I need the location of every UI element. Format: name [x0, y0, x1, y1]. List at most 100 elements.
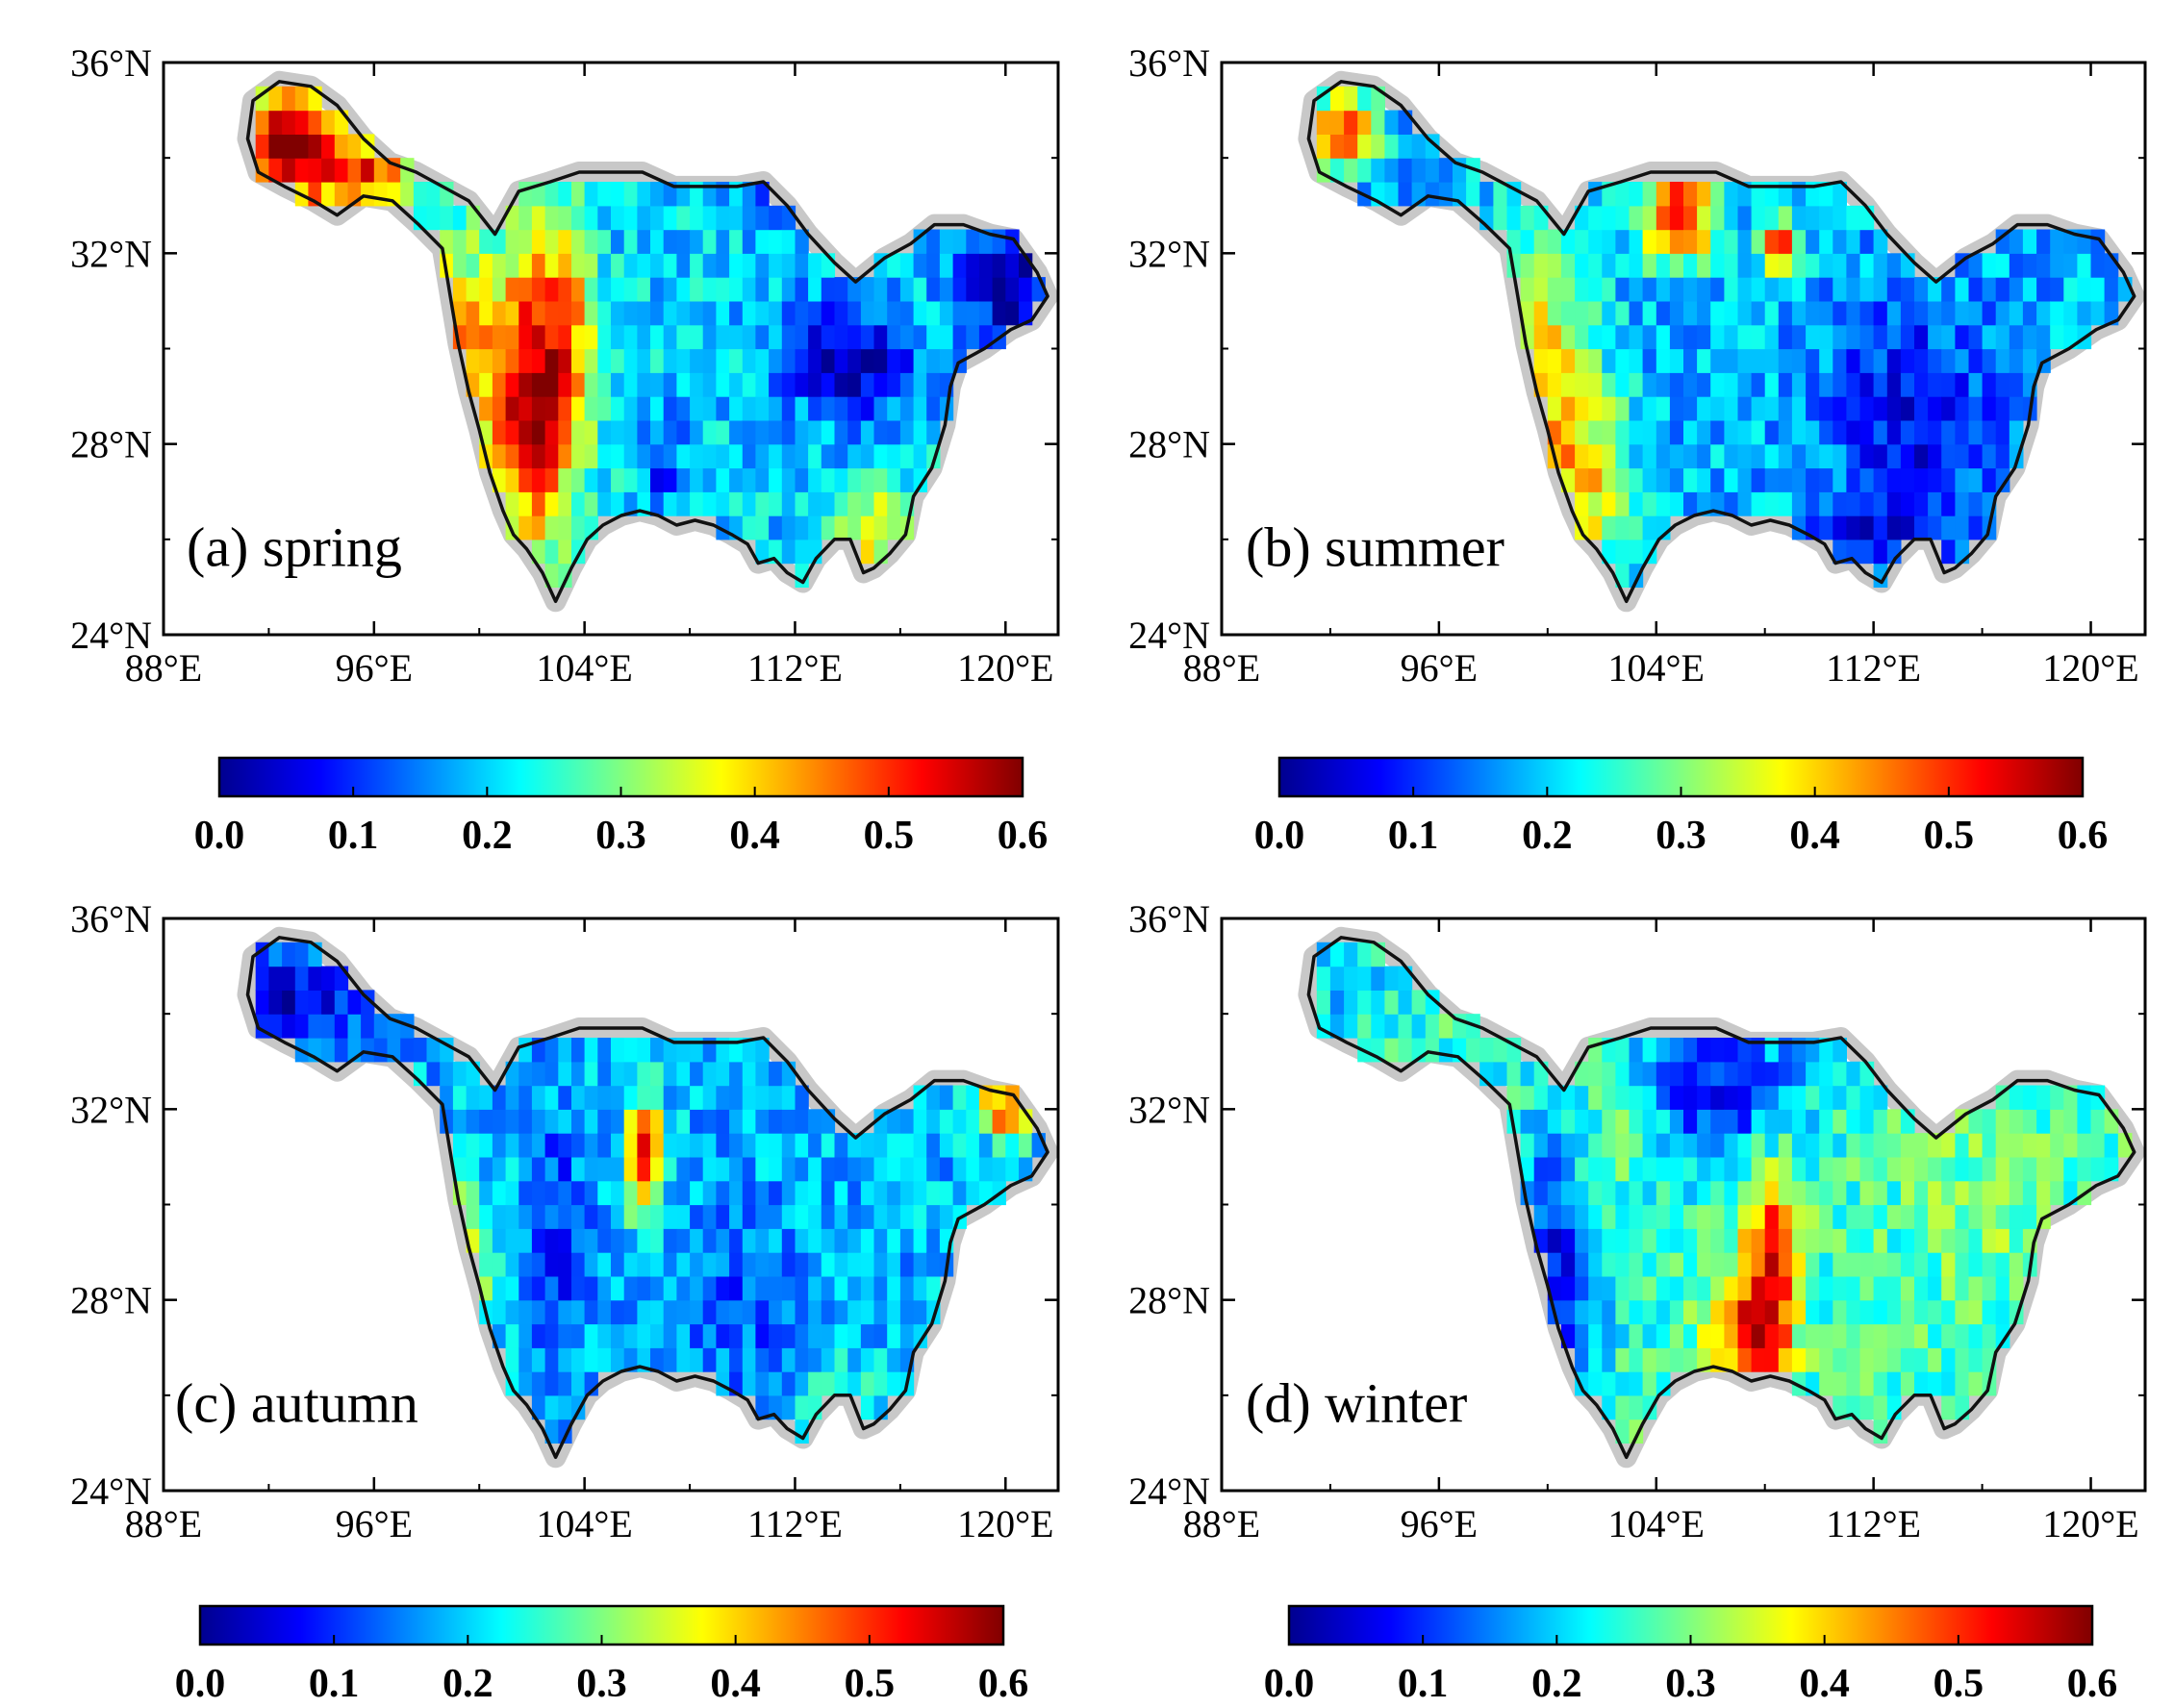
heatmap-cell: [1941, 348, 1956, 373]
y-tick-label: 32°N: [70, 232, 152, 275]
heatmap-cell: [939, 324, 954, 350]
heatmap-cell: [492, 324, 507, 350]
heatmap-cell: [479, 372, 493, 397]
heatmap-cell: [1710, 1085, 1725, 1110]
heatmap-cell: [1859, 1228, 1875, 1253]
heatmap-cell: [1968, 1347, 1984, 1372]
heatmap-cell: [518, 1038, 533, 1063]
heatmap-cell: [1575, 1228, 1589, 1253]
heatmap-cell: [2009, 1275, 2024, 1301]
heatmap-cell: [663, 1085, 677, 1110]
heatmap-cell: [1533, 253, 1549, 278]
heatmap-cell: [1724, 1109, 1739, 1134]
heatmap-cell: [2022, 300, 2037, 326]
heatmap-cell: [1846, 1180, 1861, 1206]
heatmap-cell: [1955, 467, 1970, 492]
heatmap-cell: [1547, 1156, 1562, 1182]
heatmap-cell: [518, 419, 533, 445]
heatmap-cell: [913, 1180, 927, 1206]
heatmap-cell: [1560, 253, 1576, 278]
heatmap-cell: [939, 1133, 954, 1158]
heatmap-cell: [492, 396, 507, 421]
heatmap-cell: [1791, 1323, 1807, 1348]
heatmap-cell: [571, 1323, 586, 1348]
heatmap-cell: [742, 443, 757, 469]
heatmap-cell: [2090, 1109, 2106, 1134]
heatmap-cell: [1575, 491, 1589, 516]
heatmap-cell: [716, 1371, 730, 1396]
heatmap-cell: [1615, 1228, 1630, 1253]
heatmap-cell: [939, 300, 954, 326]
heatmap-cell: [334, 1038, 349, 1063]
heatmap-cell: [899, 1299, 915, 1325]
heatmap-cell: [1791, 348, 1807, 373]
heatmap-cell: [808, 1323, 822, 1348]
heatmap-cell: [1520, 229, 1535, 254]
heatmap-cell: [795, 491, 809, 516]
heatmap-cell: [1384, 182, 1400, 207]
heatmap-cell: [584, 1347, 598, 1372]
heatmap-cell: [1819, 300, 1833, 326]
heatmap-cell: [584, 182, 598, 207]
heatmap-cell: [755, 1180, 770, 1206]
heatmap-cell: [2090, 1085, 2106, 1110]
heatmap-cell: [505, 1180, 519, 1206]
heatmap-cell: [1533, 348, 1549, 373]
heatmap-cell: [1629, 539, 1644, 565]
heatmap-cell: [1886, 1371, 1902, 1396]
heatmap-cell: [795, 1394, 809, 1420]
heatmap-cell: [1533, 324, 1549, 350]
heatmap-cell: [505, 253, 519, 278]
heatmap-cell: [1588, 277, 1603, 302]
heatmap-cell: [1737, 396, 1753, 421]
heatmap-cell: [1941, 1156, 1956, 1182]
heatmap-cell: [899, 396, 915, 421]
heatmap-cell: [1642, 1061, 1657, 1087]
heatmap-cell: [873, 396, 888, 421]
heatmap-cell: [992, 253, 1006, 278]
heatmap-cell: [1656, 253, 1671, 278]
heatmap-cell: [966, 253, 980, 278]
heatmap-cell: [1629, 324, 1644, 350]
heatmap-cell: [1819, 515, 1833, 540]
heatmap-cell: [1642, 1133, 1657, 1158]
heatmap-cell: [1873, 1394, 1888, 1420]
heatmap-cell: [755, 419, 770, 445]
heatmap-cell: [729, 491, 744, 516]
heatmap-cell: [1384, 966, 1400, 991]
heatmap-cell: [769, 1299, 783, 1325]
heatmap-cell: [1791, 1085, 1807, 1110]
heatmap-cell: [466, 229, 480, 254]
heatmap-cell: [1778, 1109, 1793, 1134]
heatmap-cell: [1642, 1252, 1657, 1277]
heatmap-cell: [531, 1299, 546, 1325]
heatmap-cell: [729, 443, 744, 469]
colorbar-tick-label: 0.1: [1398, 1662, 1449, 1706]
heatmap-cell: [676, 324, 691, 350]
heatmap-cell: [769, 1061, 783, 1087]
heatmap-cell: [1982, 1204, 1997, 1229]
heatmap-cell: [1791, 1275, 1807, 1301]
colorbar-tick-label: 0.4: [729, 814, 780, 858]
heatmap-cell: [1955, 396, 1970, 421]
heatmap-cell: [452, 1133, 468, 1158]
heatmap-cell: [1751, 1299, 1766, 1325]
heatmap-cell: [978, 253, 994, 278]
heatmap-cell: [452, 1109, 468, 1134]
heatmap-cell: [518, 467, 533, 492]
heatmap-cell: [1588, 1228, 1603, 1253]
heatmap-cell: [899, 1133, 915, 1158]
heatmap-cell: [611, 182, 625, 207]
heatmap-cell: [2104, 300, 2119, 326]
heatmap-cell: [992, 1156, 1006, 1182]
heatmap-cell: [1778, 372, 1793, 397]
heatmap-cell: [1778, 467, 1793, 492]
heatmap-cell: [1859, 300, 1875, 326]
heatmap-cell: [1737, 253, 1753, 278]
heatmap-cell: [1778, 1156, 1793, 1182]
heatmap-cell: [1656, 1133, 1671, 1158]
heatmap-cell: [1995, 229, 2010, 254]
heatmap-cell: [637, 1156, 651, 1182]
heatmap-cell: [1615, 1061, 1630, 1087]
heatmap-cell: [611, 348, 625, 373]
